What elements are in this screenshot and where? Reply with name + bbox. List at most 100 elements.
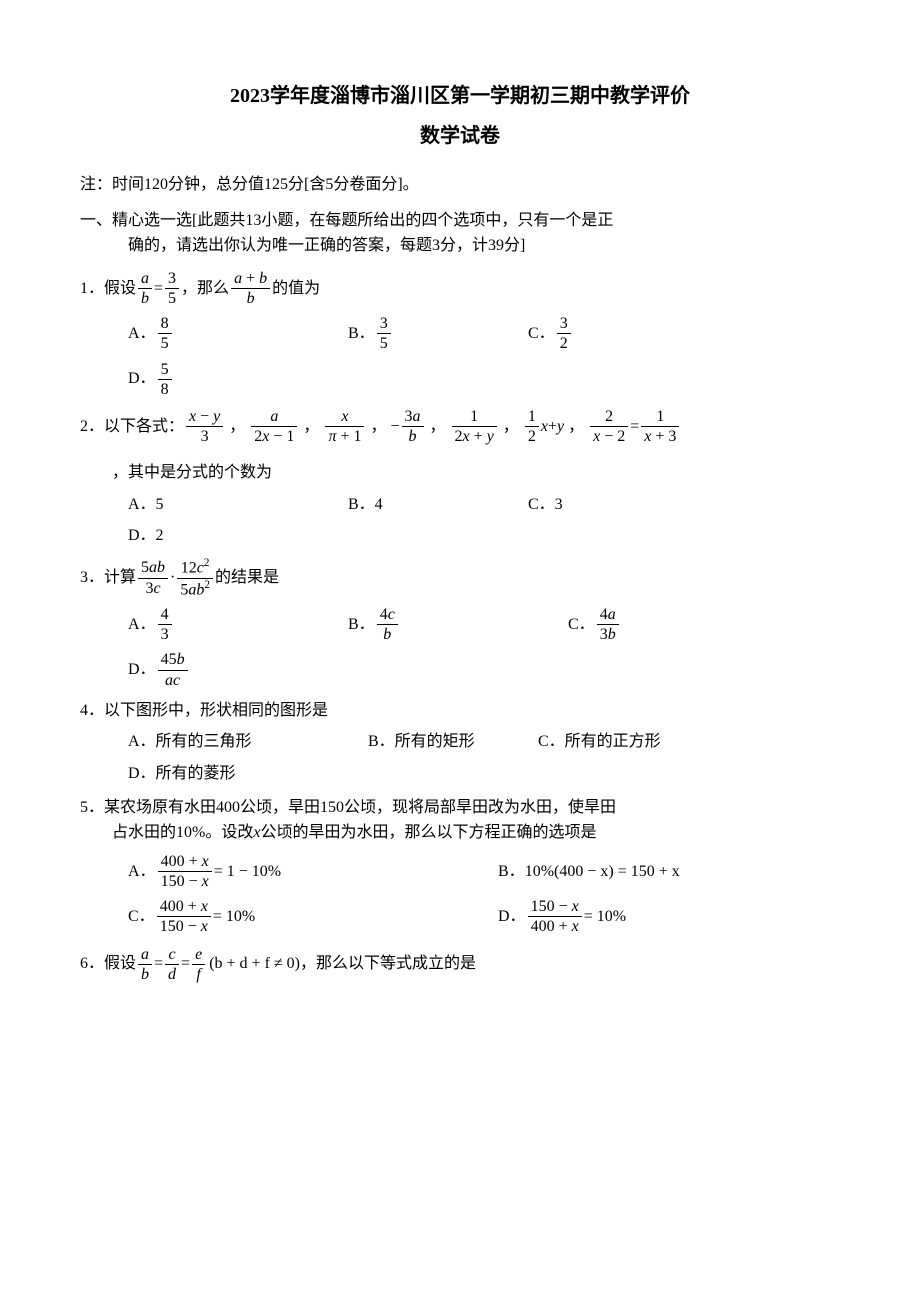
q1-text: 1．假设 ab = 35 ，那么 a + bb 的值为: [80, 269, 320, 308]
question-1: 1．假设 ab = 35 ，那么 a + bb 的值为 A．85 B．35 C．…: [80, 269, 840, 399]
q3-opt-b: B．4cb: [348, 605, 538, 644]
q3-text: 3．计算 5ab3c · 12c25ab2 的结果是: [80, 557, 279, 599]
frac-a-b: ab: [138, 945, 152, 984]
neg: −: [391, 414, 400, 440]
expr-2: a2x − 1: [251, 407, 297, 446]
question-4: 4．以下图形中，形状相同的图形是 A．所有的三角形 B．所有的矩形 C．所有的正…: [80, 698, 840, 787]
label-b: B．: [498, 859, 525, 885]
q4-opt-b: B．所有的矩形: [368, 729, 508, 755]
q6-paren: (b + d + f ≠ 0): [209, 951, 300, 977]
question-5: 5．某农场原有水田400公顷，旱田150公顷，现将局部旱田改为水田，使旱田 占水…: [80, 795, 840, 937]
q4-text: 4．以下图形中，形状相同的图形是: [80, 698, 840, 724]
frac-e-f: ef: [192, 945, 205, 984]
q5-line2-pre: 占水田的10%。设改: [112, 820, 253, 846]
q2-suffix: ，其中是分式的个数为: [80, 460, 840, 486]
q3-opt-c: C．4a3b: [568, 605, 621, 644]
q5-line2-mid: 公顷的旱田为水田，那么以下方程正确的选项是: [260, 820, 596, 846]
var-x: x: [253, 820, 260, 846]
sep: ，: [430, 414, 446, 440]
frac-a-over-b: ab: [138, 269, 152, 308]
q2-options: A．5 B．4 C．3 D．2: [80, 492, 840, 549]
q1-options: A．85 B．35 C．32 D．58: [80, 314, 840, 399]
q6-text: 6．假设 ab = cd = ef (b + d + f ≠ 0) ，那么以下等…: [80, 945, 476, 984]
section-line1: 一、精心选一选[此题共13小题，在每题所给出的四个选项中，只有一个是正: [80, 208, 840, 234]
eq: =: [630, 414, 639, 440]
eq2: =: [181, 951, 190, 977]
expr-4: 3ab: [402, 407, 424, 446]
question-2: 2．以下各式： x − y3 ， a2x − 1 ， xπ + 1 ， −3ab…: [80, 407, 840, 549]
frac-3-5: 35: [165, 269, 179, 308]
q2-text: 2．以下各式： x − y3 ， a2x − 1 ， xπ + 1 ， −3ab…: [80, 407, 681, 446]
q1-opt-c: C．32: [528, 314, 678, 353]
label-a: A．: [128, 859, 156, 885]
q5-opt-b: B． 10%(400 − x) = 150 + x: [498, 852, 680, 891]
label-a: A．: [128, 321, 156, 347]
frac-c-d: cd: [165, 945, 179, 984]
dot: ·: [170, 565, 175, 591]
q4-opt-d: D．所有的菱形: [128, 761, 236, 787]
q1-opt-b: B．35: [348, 314, 498, 353]
q3-options: A．43 B．4cb C．4a3b D．45bac: [80, 605, 840, 690]
q4-opt-a: A．所有的三角形: [128, 729, 338, 755]
label-c: C．: [128, 904, 155, 930]
label-b: B．: [348, 612, 375, 638]
expr-5: 12x + y: [452, 407, 497, 446]
label-c: C．: [568, 612, 595, 638]
page-title: 2023学年度淄博市淄川区第一学期初三期中教学评价: [80, 80, 840, 112]
expr-6a: 12: [525, 407, 539, 446]
q2-opt-d: D．2: [128, 523, 164, 549]
page-subtitle: 数学试卷: [80, 120, 840, 152]
q1-opt-d: D．58: [128, 360, 174, 399]
expr-3: xπ + 1: [325, 407, 364, 446]
expr-7r: 1x + 3: [641, 407, 679, 446]
section-header: 一、精心选一选[此题共13小题，在每题所给出的四个选项中，只有一个是正 确的，请…: [80, 208, 840, 259]
label-d: D．: [128, 366, 156, 392]
label-a: A．: [128, 612, 156, 638]
q1-mid: ，那么: [181, 276, 229, 302]
a-rhs: = 1 − 10%: [214, 859, 281, 885]
q1-opt-a: A．85: [128, 314, 318, 353]
sep: ，: [229, 414, 245, 440]
label-b: B．: [348, 321, 375, 347]
d-rhs: = 10%: [584, 904, 626, 930]
q2-opt-a: A．5: [128, 492, 318, 518]
sep: ，: [503, 414, 519, 440]
question-3: 3．计算 5ab3c · 12c25ab2 的结果是 A．43 B．4cb C．…: [80, 557, 840, 690]
sep: ，: [568, 414, 584, 440]
x: x: [541, 414, 548, 440]
q3-opt-a: A．43: [128, 605, 318, 644]
q3-opt-d: D．45bac: [128, 650, 190, 689]
q3-prefix: 3．计算: [80, 565, 136, 591]
q6-prefix: 6．假设: [80, 951, 136, 977]
q2-opt-b: B．4: [348, 492, 498, 518]
frac-5ab-3c: 5ab3c: [138, 558, 168, 597]
label-c: C．: [528, 321, 555, 347]
c-rhs: = 10%: [213, 904, 255, 930]
q5-opt-d: D． 150 − x400 + x = 10%: [498, 897, 626, 936]
expr-1: x − y3: [186, 407, 223, 446]
q5-opt-a: A． 400 + x150 − x = 1 − 10%: [128, 852, 468, 891]
q2-opt-c: C．3: [528, 492, 678, 518]
expr-7l: 2x − 2: [590, 407, 628, 446]
q5-options: A． 400 + x150 − x = 1 − 10% B． 10%(400 −…: [80, 852, 840, 937]
q1-suffix: 的值为: [272, 276, 320, 302]
q5-line2: 占水田的10%。设改 x 公顷的旱田为水田，那么以下方程正确的选项是: [80, 820, 596, 846]
q2-prefix: 2．以下各式：: [80, 414, 184, 440]
q3-suffix: 的结果是: [215, 565, 279, 591]
eq1: =: [154, 951, 163, 977]
sep: ，: [303, 414, 319, 440]
eq: =: [154, 276, 163, 302]
plus: +: [548, 414, 557, 440]
q1-prefix: 1．假设: [80, 276, 136, 302]
label-d: D．: [128, 657, 156, 683]
frac-ab-over-b: a + bb: [231, 269, 270, 308]
label-d: D．: [498, 904, 526, 930]
q4-options: A．所有的三角形 B．所有的矩形 C．所有的正方形 D．所有的菱形: [80, 729, 840, 786]
sep: ，: [370, 414, 386, 440]
question-6: 6．假设 ab = cd = ef (b + d + f ≠ 0) ，那么以下等…: [80, 945, 840, 984]
q6-suffix: ，那么以下等式成立的是: [300, 951, 476, 977]
frac-12c2-5ab2: 12c25ab2: [177, 557, 213, 599]
y: y: [557, 414, 564, 440]
q5-line1: 5．某农场原有水田400公顷，旱田150公顷，现将局部旱田改为水田，使旱田: [80, 795, 840, 821]
q5-opt-c: C． 400 + x150 − x = 10%: [128, 897, 468, 936]
